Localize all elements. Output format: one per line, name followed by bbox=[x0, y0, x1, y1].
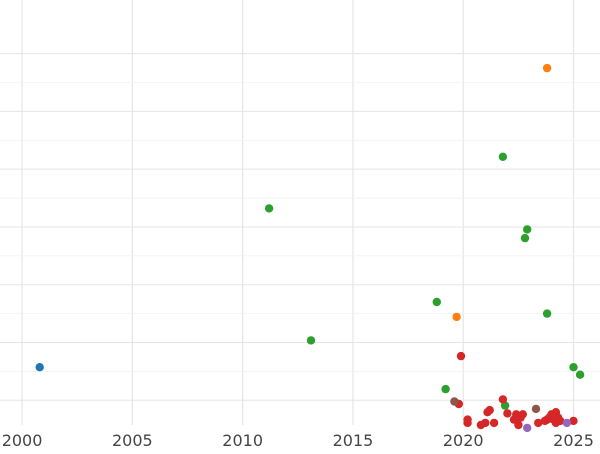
data-point bbox=[531, 404, 541, 414]
data-point bbox=[441, 384, 450, 394]
data-point bbox=[534, 418, 543, 428]
data-point bbox=[481, 418, 490, 428]
x-tick-label-2015: 2015 bbox=[333, 431, 374, 450]
data-point bbox=[463, 418, 472, 428]
data-point bbox=[498, 152, 508, 161]
data-point bbox=[520, 233, 530, 243]
data-point bbox=[575, 370, 585, 379]
data-point bbox=[569, 416, 578, 426]
data-point bbox=[432, 297, 441, 307]
data-point bbox=[523, 423, 532, 433]
data-point bbox=[456, 351, 466, 361]
x-axis-ticks: 2000 2005 2010 2015 2020 2025 bbox=[2, 431, 594, 450]
data-point bbox=[264, 204, 274, 213]
x-tick-label-2005: 2005 bbox=[112, 431, 153, 450]
points-layer bbox=[35, 63, 585, 433]
data-point bbox=[556, 416, 565, 426]
x-tick-label-2010: 2010 bbox=[222, 431, 263, 450]
data-point bbox=[489, 418, 499, 428]
data-point bbox=[450, 397, 459, 406]
data-point bbox=[523, 225, 532, 234]
data-point bbox=[542, 63, 552, 73]
x-tick-label-2020: 2020 bbox=[443, 431, 484, 450]
data-point bbox=[452, 312, 461, 322]
data-point bbox=[498, 395, 508, 404]
x-tick-label-2000: 2000 bbox=[2, 431, 43, 450]
data-point bbox=[485, 405, 494, 415]
data-point bbox=[306, 336, 316, 345]
data-point bbox=[542, 309, 552, 318]
data-point bbox=[514, 420, 523, 430]
grid-layer bbox=[0, 0, 600, 425]
data-point bbox=[35, 363, 44, 372]
data-point bbox=[562, 418, 572, 428]
data-point bbox=[503, 409, 512, 418]
data-point bbox=[569, 363, 578, 372]
x-tick-label-2025: 2025 bbox=[553, 431, 594, 450]
data-point bbox=[518, 410, 527, 419]
